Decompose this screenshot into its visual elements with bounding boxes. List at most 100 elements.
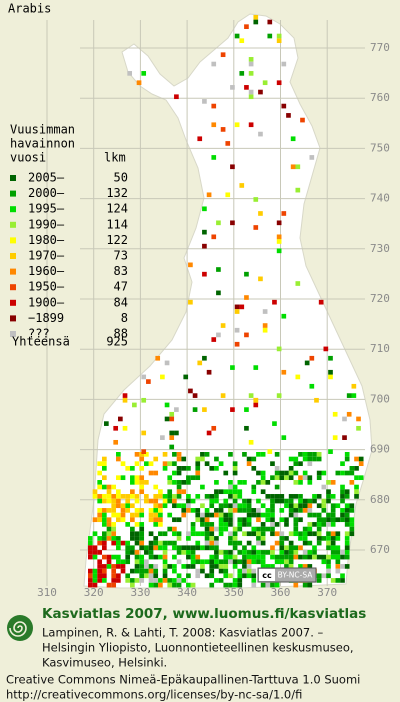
cell bbox=[209, 545, 215, 551]
cell bbox=[344, 489, 350, 495]
cell bbox=[228, 582, 233, 588]
cell bbox=[354, 456, 359, 462]
cell bbox=[113, 439, 119, 445]
cell bbox=[232, 498, 238, 504]
cell bbox=[354, 484, 359, 490]
cell bbox=[316, 456, 322, 462]
legend-heading: havainnon bbox=[10, 137, 75, 151]
cell bbox=[344, 540, 350, 546]
cell bbox=[111, 568, 117, 574]
cell bbox=[293, 494, 299, 499]
cell bbox=[330, 578, 336, 583]
cell bbox=[246, 503, 252, 509]
cell bbox=[232, 582, 238, 588]
cell bbox=[120, 461, 126, 467]
cell bbox=[195, 540, 201, 546]
cell bbox=[181, 550, 187, 555]
cell bbox=[169, 411, 175, 417]
cell bbox=[125, 559, 131, 565]
cell bbox=[153, 568, 159, 574]
cell bbox=[302, 550, 308, 555]
cell bbox=[202, 206, 207, 212]
cell bbox=[162, 494, 168, 499]
cell bbox=[186, 545, 191, 551]
legend-count: 122 bbox=[106, 233, 128, 247]
cell bbox=[344, 494, 350, 499]
cell bbox=[125, 554, 131, 560]
cell bbox=[134, 522, 140, 527]
cell bbox=[139, 564, 145, 569]
cell bbox=[307, 582, 313, 588]
cell bbox=[102, 494, 107, 499]
cell bbox=[326, 559, 331, 565]
cell bbox=[316, 512, 322, 518]
cell bbox=[214, 578, 219, 583]
cell bbox=[258, 211, 263, 216]
cell bbox=[200, 559, 205, 565]
cell bbox=[153, 545, 159, 551]
cell bbox=[214, 512, 219, 518]
cell bbox=[218, 517, 224, 523]
cell bbox=[102, 466, 107, 471]
cell bbox=[279, 559, 285, 565]
legend-swatch bbox=[10, 299, 16, 306]
cell bbox=[158, 554, 163, 560]
cell bbox=[244, 271, 249, 277]
cell bbox=[246, 573, 252, 579]
cell bbox=[186, 564, 191, 569]
cell bbox=[326, 517, 331, 523]
cell bbox=[288, 494, 294, 499]
cell bbox=[188, 388, 193, 394]
cell bbox=[279, 494, 285, 499]
cell bbox=[312, 512, 317, 518]
cell bbox=[307, 554, 313, 560]
cell bbox=[312, 452, 317, 457]
cell bbox=[340, 573, 345, 579]
cell bbox=[141, 397, 147, 403]
cell bbox=[288, 559, 294, 565]
legend-count: 114 bbox=[106, 217, 128, 231]
cell bbox=[281, 61, 287, 67]
cell bbox=[134, 554, 140, 560]
cell bbox=[202, 99, 207, 104]
cell bbox=[116, 517, 121, 523]
cell bbox=[139, 559, 145, 565]
cell bbox=[267, 19, 273, 25]
cell bbox=[106, 508, 112, 513]
cell bbox=[230, 365, 235, 370]
cell bbox=[195, 554, 201, 560]
cell bbox=[88, 582, 93, 588]
cell bbox=[202, 229, 207, 235]
cell bbox=[225, 141, 231, 146]
cell bbox=[172, 582, 177, 588]
cell bbox=[186, 466, 191, 471]
cell bbox=[326, 494, 331, 499]
cell bbox=[176, 503, 182, 509]
cell bbox=[309, 155, 315, 160]
cell bbox=[274, 582, 280, 588]
cell bbox=[160, 374, 165, 380]
cell bbox=[158, 545, 163, 551]
cell bbox=[195, 559, 201, 565]
cell bbox=[300, 117, 305, 123]
cell bbox=[116, 536, 121, 541]
cell bbox=[330, 512, 336, 518]
cell bbox=[204, 517, 210, 523]
cell bbox=[344, 517, 350, 523]
cell bbox=[116, 564, 121, 569]
cell bbox=[195, 456, 201, 462]
cell bbox=[139, 480, 145, 485]
cell bbox=[295, 164, 301, 170]
cell bbox=[218, 550, 224, 555]
cell bbox=[118, 416, 123, 422]
cell bbox=[220, 127, 226, 132]
cell bbox=[232, 461, 238, 467]
cell bbox=[176, 559, 182, 565]
cell bbox=[335, 554, 341, 560]
cell bbox=[204, 522, 210, 527]
cell bbox=[321, 470, 327, 476]
cell bbox=[234, 341, 240, 347]
cell bbox=[340, 564, 345, 569]
cell bbox=[248, 122, 254, 128]
cell bbox=[298, 554, 303, 560]
